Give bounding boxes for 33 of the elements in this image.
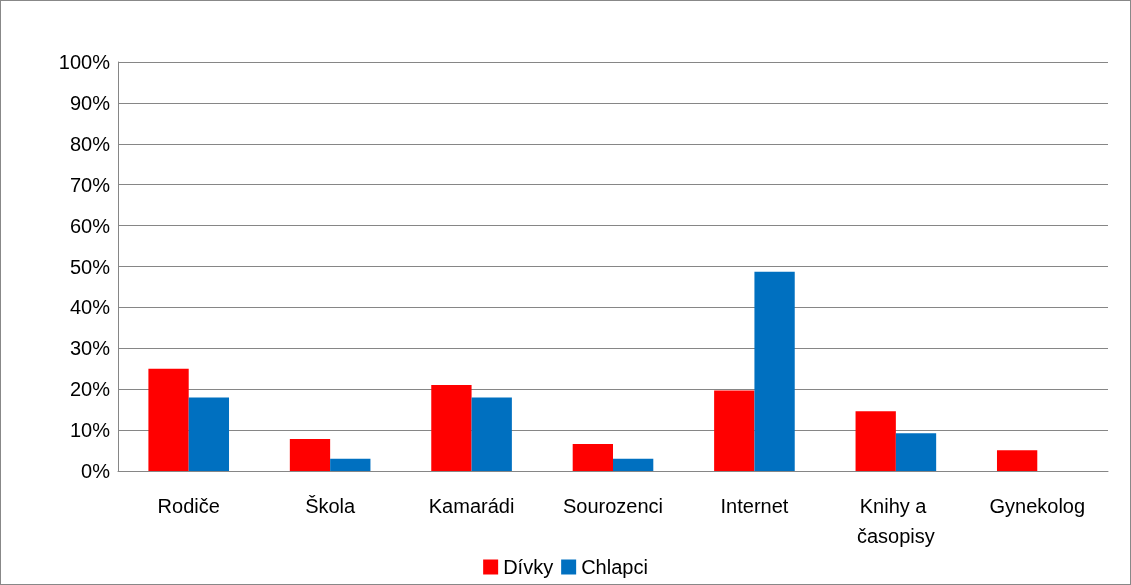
y-tick-label: 50% (69, 255, 111, 278)
bar (895, 433, 937, 471)
legend-label: Dívky (503, 556, 554, 578)
bar (330, 458, 371, 471)
y-tick-label: 0% (81, 460, 111, 482)
y-tick-label: 30% (69, 337, 111, 360)
bar (471, 397, 512, 471)
y-tick-label: 70% (69, 173, 111, 196)
legend-label: Chlapci (581, 556, 648, 578)
x-tick-label: Škola (305, 495, 357, 517)
bar (431, 385, 472, 471)
bar (714, 390, 755, 471)
bar (188, 397, 230, 471)
bar (289, 439, 331, 471)
y-tick-label: 20% (69, 378, 111, 401)
bar (148, 368, 189, 471)
bar (996, 450, 1038, 471)
bar (613, 458, 654, 471)
x-tick-label: Sourozenci (562, 495, 664, 517)
y-tick-label: 80% (69, 132, 111, 155)
bar (855, 411, 896, 471)
bar (754, 271, 795, 471)
y-tick-label: 10% (69, 419, 111, 442)
y-tick-label: 90% (69, 91, 111, 114)
x-tick-label: Rodiče (157, 495, 220, 517)
x-tick-label: Gynekolog (989, 495, 1086, 517)
x-tick-label: Knihy a časopisy (856, 495, 935, 547)
y-tick-label: 40% (69, 296, 111, 319)
x-tick-label: Kamarádi (428, 495, 515, 517)
bar (572, 444, 613, 471)
y-tick-label: 100% (58, 51, 111, 73)
x-tick-label: Internet (720, 495, 789, 517)
y-tick-label: 60% (69, 214, 111, 237)
